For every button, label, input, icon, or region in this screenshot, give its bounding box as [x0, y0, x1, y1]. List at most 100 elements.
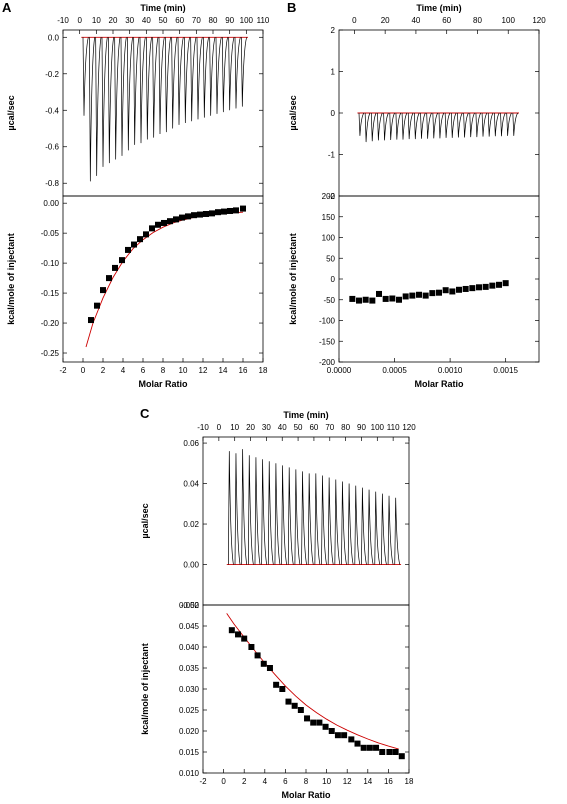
- panel-a-raw-ytick-label: -0.6: [45, 143, 59, 152]
- panel-c-integrated-xtick-label: 12: [343, 777, 352, 786]
- panel-c-integrated-xtick-label: 4: [263, 777, 268, 786]
- panel-c-raw-injection-peak: [241, 449, 248, 565]
- panel-a-raw-time-tick-label: 10: [92, 16, 101, 25]
- panel-c-raw-injection-peak: [327, 477, 334, 565]
- panel-a-integrated-data-point: [179, 214, 185, 221]
- panel-b-integrated-data-point: [389, 295, 396, 302]
- panel-a-integrated-data-point: [197, 211, 203, 218]
- panel-b-integrated-data-point: [449, 288, 456, 295]
- panel-c-raw-time-tick-label: 30: [262, 423, 271, 432]
- panel-c-raw-injection-peak: [247, 455, 254, 565]
- panel-b-integrated-ylabel: kcal/mole of injectant: [288, 233, 298, 325]
- panel-b-raw-injection-peak: [494, 112, 500, 137]
- panel-a-integrated-data-point: [209, 210, 215, 217]
- panel-c-integrated-xtick-label: 0: [221, 777, 226, 786]
- panel-c-raw-time-tick-label: 90: [357, 423, 366, 432]
- panel-c-raw-injection-peak: [254, 457, 261, 565]
- panel-a-raw-time-tick-label: 110: [257, 16, 270, 25]
- panel-c-raw-injection-peak: [354, 485, 361, 565]
- panel-a-raw-injection-peak: [221, 37, 229, 113]
- panel-a-integrated-xlabel: Molar Ratio: [138, 379, 188, 389]
- panel-a-integrated-data-point: [221, 208, 227, 215]
- panel-b-raw-injection-peak: [457, 112, 463, 138]
- panel-c-raw-injection-peak: [387, 495, 394, 565]
- panel-c-raw-time-tick-label: -10: [197, 423, 209, 432]
- panel-c-raw-injection-peak: [228, 451, 234, 565]
- panel-c-integrated-data-point: [360, 744, 367, 751]
- panel-b-integrated-data-point: [362, 296, 369, 303]
- panel-a-raw-time-tick-label: 60: [175, 16, 184, 25]
- panel-c-integrated-data-point: [366, 744, 373, 751]
- panel-a-raw-time-tick-label: 100: [240, 16, 254, 25]
- panel-b-raw-time-tick-label: 40: [411, 16, 420, 25]
- panel-a-integrated-data-point: [173, 216, 179, 223]
- panel-c-raw-time-tick-label: 20: [246, 423, 255, 432]
- panel-a-raw-time-tick-label: 30: [125, 16, 134, 25]
- panel-b-integrated-data-point: [429, 290, 436, 297]
- panel-c-integrated-ytick-label: 0.050: [179, 601, 200, 610]
- panel-b-integrated-data-point: [349, 295, 356, 302]
- panel-c-integrated-data-point: [398, 753, 405, 760]
- panel-a-raw-ylabel: µcal/sec: [6, 95, 16, 130]
- panel-b-raw-injection-peak: [389, 112, 395, 140]
- panel-c-raw-time-tick-label: 120: [402, 423, 416, 432]
- panel-a-integrated-data-point: [94, 302, 100, 309]
- panel-c-raw-injection-peak: [341, 481, 347, 565]
- panel-b-integrated-ytick-label: -50: [323, 296, 335, 305]
- panel-a-integrated-ytick-label: -0.15: [41, 289, 60, 298]
- panel-c-integrated-data-point: [291, 702, 298, 709]
- panel-b-raw-injection-peak: [506, 112, 512, 136]
- panel-a-raw-time-tick-label: 20: [109, 16, 118, 25]
- panel-c-integrated-ytick-label: 0.020: [179, 727, 200, 736]
- panel-a-integrated-xtick-label: 18: [259, 366, 268, 375]
- panel-a-integrated-data-point: [137, 236, 143, 243]
- panel-a-integrated-data-point: [88, 317, 94, 324]
- panel-b-integrated-data-point: [382, 295, 389, 302]
- panel-b-raw-injection-peak: [401, 112, 408, 140]
- panel-a-integrated-xtick-label: 0: [81, 366, 86, 375]
- panel-c-raw-time-label: Time (min): [283, 410, 328, 420]
- panel-a-integrated-ytick-label: -0.25: [41, 349, 60, 358]
- panel-b-raw-injection-peak: [377, 112, 383, 141]
- panel-a-raw-injection-peak: [158, 37, 165, 134]
- panel-b-integrated-frame: [338, 195, 540, 363]
- panel-c-integrated-ytick-label: 0.035: [179, 664, 200, 673]
- panel-a-integrated-data-point: [161, 219, 167, 226]
- panel-b-raw-time-tick-label: 100: [502, 16, 516, 25]
- panel-c-integrated-xtick-label: 10: [322, 777, 331, 786]
- panel-c-raw-injection-peak: [361, 487, 367, 565]
- panel-c-raw-time-tick-label: 50: [294, 423, 303, 432]
- panel-c-integrated-data-point: [279, 686, 286, 692]
- panel-b-integrated-data-point: [469, 285, 476, 292]
- panel-c-integrated-ytick-label: 0.010: [179, 769, 200, 778]
- panel-c-raw-ylabel: µcal/sec: [140, 503, 150, 538]
- panel-a-integrated-data-point: [100, 287, 106, 294]
- panel-a-raw-injection-peak: [114, 37, 121, 160]
- panel-b-raw-injection-peak: [512, 112, 519, 136]
- panel-b-raw-injection-peak: [475, 112, 482, 138]
- panel-c-integrated-data-point: [266, 665, 273, 671]
- panel-c-raw-ytick-label: 0.00: [183, 561, 199, 570]
- panel-a-raw-injection-peak: [240, 37, 248, 107]
- panel-b-integrated-ytick-label: -150: [319, 337, 336, 346]
- panel-c-raw-time-tick-label: 80: [341, 423, 350, 432]
- panel-c-integrated-ytick-label: 0.045: [179, 622, 200, 631]
- panel-c-raw-injection-peak: [301, 471, 307, 565]
- panel-c-integrated-xtick-label: 6: [283, 777, 288, 786]
- panel-a-raw-injection-peak: [202, 37, 210, 118]
- panel-label-a: A: [2, 0, 12, 15]
- panel-b-integrated-data-point: [456, 286, 462, 293]
- panel-c-integrated-data-point: [316, 719, 323, 726]
- panel-a-integrated-data-point: [227, 207, 233, 214]
- panel-b-raw-injection-peak: [450, 112, 457, 138]
- panel-b-raw-time-label: Time (min): [416, 3, 461, 13]
- panel-a-raw-time-tick-label: 80: [209, 16, 218, 25]
- panel-a-integrated-ytick-label: -0.20: [41, 319, 60, 328]
- panel-a-raw-ytick-label: -0.4: [45, 106, 59, 115]
- panel-c-raw-injection-peak: [267, 461, 274, 565]
- panel-b-integrated-data-point: [376, 290, 382, 297]
- panel-b-raw-injection-peak: [395, 112, 402, 140]
- panel-a-integrated-xtick-label: 16: [239, 366, 248, 375]
- panel-a-integrated-data-point: [119, 257, 125, 264]
